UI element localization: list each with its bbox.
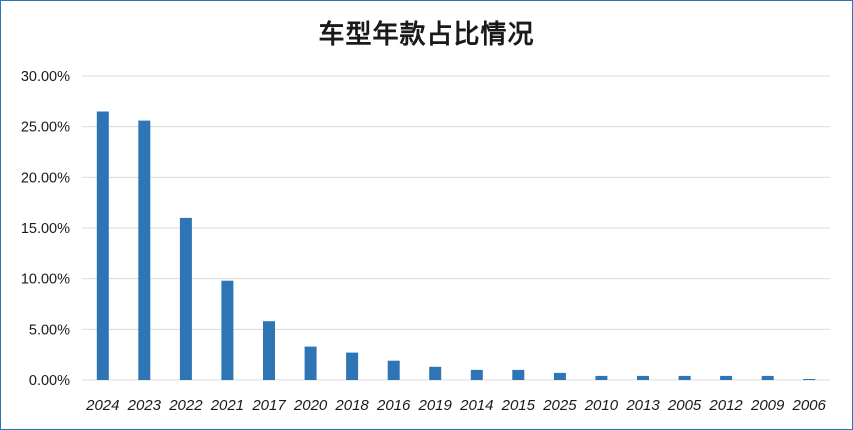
bars [96,111,816,380]
bar [720,375,733,380]
x-tick-label: 2013 [625,397,660,414]
y-tick-label: 10.00% [21,272,70,288]
bar [595,375,608,380]
x-tick-label: 2009 [750,397,785,414]
bar [138,120,151,380]
y-tick-label: 25.00% [21,120,70,136]
chart-title: 车型年款占比情况 [318,20,535,50]
x-tick-label: 2025 [542,397,577,414]
bar [179,217,192,380]
y-tick-label: 20.00% [21,170,70,186]
gridlines [82,75,830,381]
x-tick-label: 2017 [251,397,286,414]
x-tick-label: 2012 [708,397,743,414]
bar [304,346,317,380]
x-tick-label: 2019 [418,397,453,414]
bar [803,379,816,380]
bar [429,366,442,380]
bar [678,375,691,380]
x-tick-label: 2006 [792,397,827,414]
x-axis-ticks: 2024 2023 2022 2021 2017 2020 2018 2016 2019 2014… [85,397,826,414]
y-axis-ticks: 0.00% 5.00% 10.00% 15.00% 20.00% 25.00% 30.00% [21,69,70,389]
x-tick-label: 2015 [501,397,536,414]
x-tick-label: 2005 [667,397,702,414]
bar [263,321,275,380]
y-tick-label: 0.00% [29,373,70,389]
bar [512,369,525,380]
x-tick-label: 2024 [85,397,119,414]
bar [470,369,483,380]
x-tick-label: 2022 [168,397,203,414]
x-tick-label: 2021 [210,397,244,414]
bar [387,360,400,380]
bar [96,111,109,380]
y-tick-label: 15.00% [21,221,70,237]
x-tick-label: 2014 [459,397,493,414]
x-tick-label: 2018 [334,397,369,414]
bar [637,375,649,380]
bar [221,280,234,380]
x-tick-label: 2010 [584,397,619,414]
y-tick-label: 5.00% [29,322,70,338]
x-tick-label: 2023 [127,397,162,414]
x-tick-label: 2016 [376,397,411,414]
bar [346,352,359,380]
x-tick-label: 2020 [293,397,328,414]
y-tick-label: 30.00% [21,69,70,85]
bar [761,375,774,380]
bar [553,372,566,380]
